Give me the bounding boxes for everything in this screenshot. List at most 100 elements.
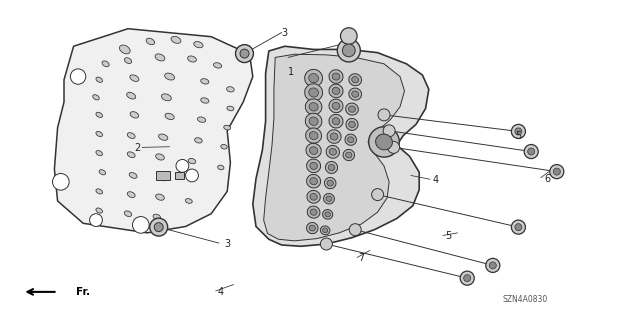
Ellipse shape <box>306 128 321 143</box>
Text: 3: 3 <box>224 239 230 249</box>
Text: 4: 4 <box>432 175 438 185</box>
Circle shape <box>70 69 86 84</box>
Ellipse shape <box>99 170 106 175</box>
Ellipse shape <box>348 137 354 143</box>
Circle shape <box>154 223 163 232</box>
Ellipse shape <box>346 152 352 158</box>
Ellipse shape <box>127 152 135 158</box>
Ellipse shape <box>127 192 135 197</box>
Ellipse shape <box>130 75 139 81</box>
Text: 4: 4 <box>218 287 224 297</box>
Ellipse shape <box>309 147 318 154</box>
Ellipse shape <box>186 199 192 203</box>
Circle shape <box>550 165 564 179</box>
Ellipse shape <box>124 58 132 63</box>
Ellipse shape <box>159 134 168 140</box>
Ellipse shape <box>198 117 205 122</box>
Ellipse shape <box>153 214 161 220</box>
Ellipse shape <box>349 121 355 128</box>
Ellipse shape <box>157 174 166 181</box>
Circle shape <box>132 217 149 233</box>
Circle shape <box>342 44 355 57</box>
Ellipse shape <box>93 95 99 100</box>
Ellipse shape <box>201 98 209 103</box>
Circle shape <box>150 218 168 236</box>
Ellipse shape <box>329 115 343 128</box>
Ellipse shape <box>349 106 355 112</box>
Polygon shape <box>264 54 404 241</box>
Ellipse shape <box>329 70 343 83</box>
Circle shape <box>511 124 525 138</box>
Ellipse shape <box>96 208 102 213</box>
Ellipse shape <box>376 134 392 150</box>
Ellipse shape <box>332 102 340 109</box>
Ellipse shape <box>327 180 333 186</box>
Text: SZN4A0830: SZN4A0830 <box>502 295 547 304</box>
Ellipse shape <box>227 106 234 111</box>
Ellipse shape <box>332 87 340 94</box>
Ellipse shape <box>188 56 196 62</box>
Circle shape <box>372 189 383 201</box>
Ellipse shape <box>305 69 323 87</box>
Text: 2: 2 <box>134 143 141 153</box>
Ellipse shape <box>326 145 339 158</box>
Ellipse shape <box>120 45 130 54</box>
Text: Fr.: Fr. <box>76 287 90 297</box>
Circle shape <box>515 224 522 231</box>
Ellipse shape <box>308 74 319 83</box>
Ellipse shape <box>96 77 102 82</box>
Text: 1: 1 <box>288 67 294 77</box>
Ellipse shape <box>310 193 317 200</box>
Ellipse shape <box>96 151 102 156</box>
Ellipse shape <box>306 143 321 158</box>
Circle shape <box>486 258 500 272</box>
Ellipse shape <box>130 112 139 118</box>
Circle shape <box>527 148 534 155</box>
Circle shape <box>321 238 332 250</box>
Ellipse shape <box>309 117 318 125</box>
Ellipse shape <box>194 41 203 48</box>
FancyBboxPatch shape <box>156 171 170 180</box>
Ellipse shape <box>221 145 227 149</box>
Ellipse shape <box>127 93 136 99</box>
Text: 7: 7 <box>358 253 365 263</box>
Ellipse shape <box>323 228 328 233</box>
Ellipse shape <box>164 73 175 80</box>
Ellipse shape <box>349 74 362 86</box>
Circle shape <box>186 169 198 182</box>
FancyBboxPatch shape <box>175 172 184 179</box>
Ellipse shape <box>328 164 335 171</box>
Ellipse shape <box>305 113 322 129</box>
Ellipse shape <box>329 148 337 155</box>
Circle shape <box>52 174 69 190</box>
Ellipse shape <box>165 113 174 120</box>
Ellipse shape <box>332 73 340 80</box>
Ellipse shape <box>332 118 340 125</box>
Circle shape <box>553 168 561 175</box>
Ellipse shape <box>161 94 172 101</box>
Ellipse shape <box>102 61 109 67</box>
Ellipse shape <box>346 103 358 115</box>
Circle shape <box>240 49 249 58</box>
Ellipse shape <box>310 162 317 169</box>
Ellipse shape <box>329 84 343 98</box>
Ellipse shape <box>96 189 102 194</box>
Ellipse shape <box>326 161 337 174</box>
Ellipse shape <box>129 173 137 178</box>
Circle shape <box>378 109 390 121</box>
Ellipse shape <box>195 138 202 143</box>
Ellipse shape <box>330 133 338 140</box>
Ellipse shape <box>369 127 399 157</box>
Ellipse shape <box>307 174 321 188</box>
Text: 6: 6 <box>544 174 550 184</box>
Ellipse shape <box>324 194 334 204</box>
Text: 5: 5 <box>445 231 451 241</box>
Ellipse shape <box>329 99 343 113</box>
Ellipse shape <box>324 177 336 189</box>
Ellipse shape <box>96 131 102 137</box>
Ellipse shape <box>227 87 234 92</box>
Ellipse shape <box>96 112 102 117</box>
Ellipse shape <box>156 194 164 200</box>
Ellipse shape <box>327 130 341 143</box>
Ellipse shape <box>305 84 323 101</box>
